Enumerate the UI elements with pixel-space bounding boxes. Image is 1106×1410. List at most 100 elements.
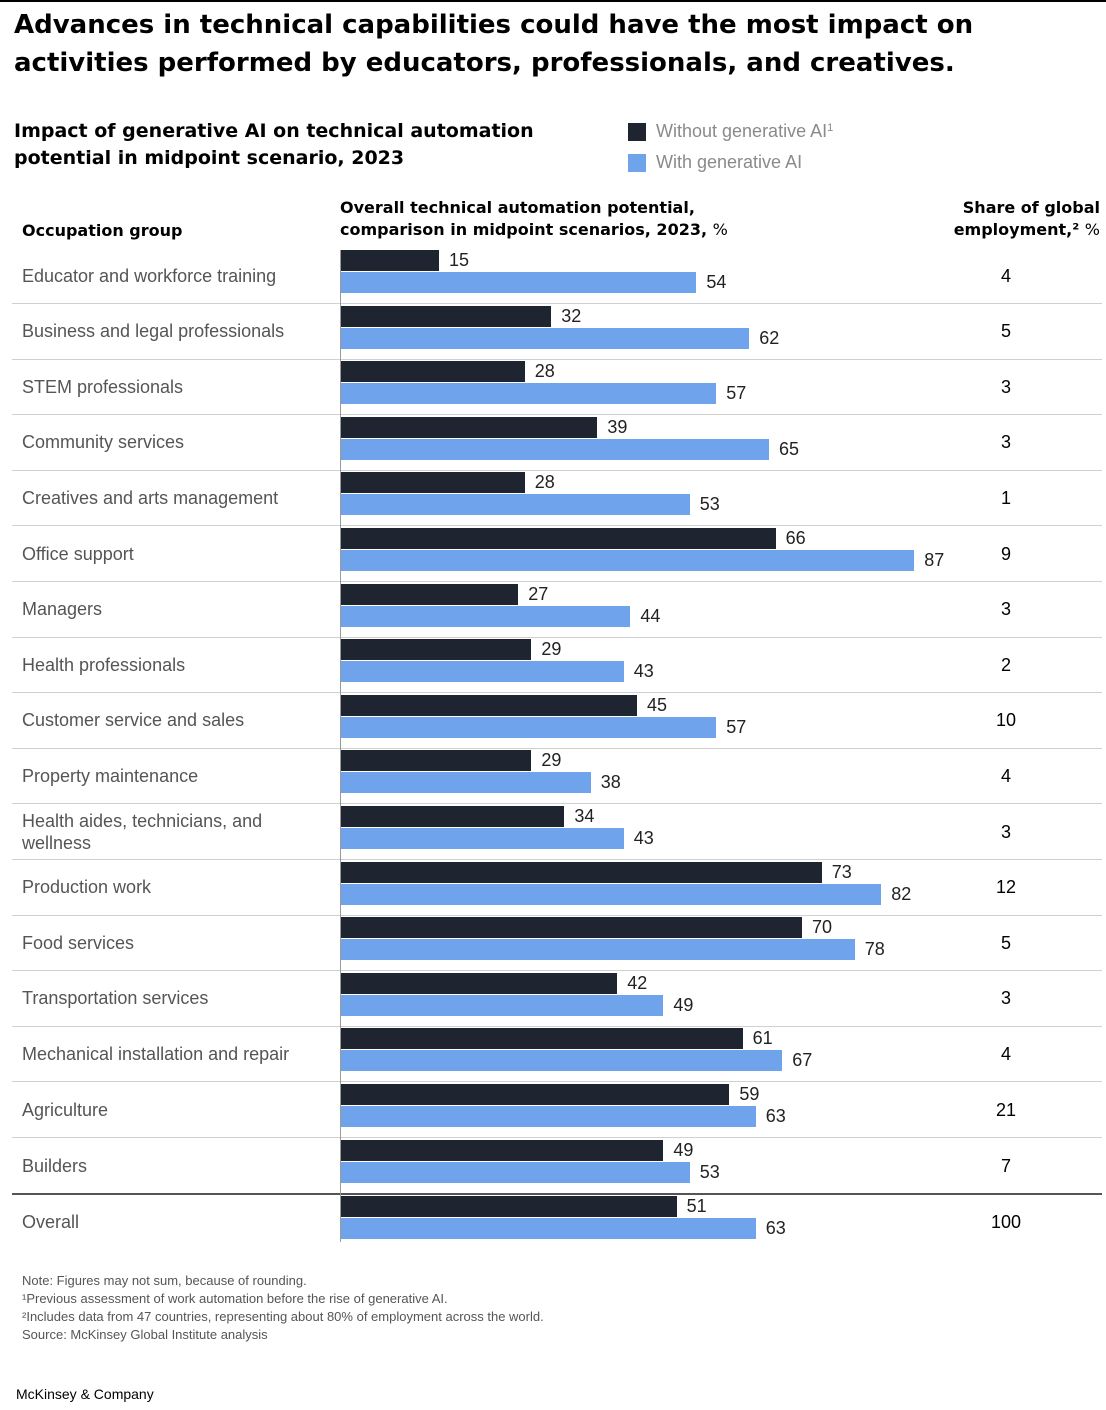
chart-row: Health professionals 29 43 2 <box>12 637 1102 694</box>
bar-without-generative-ai <box>340 528 776 549</box>
occupation-label: Educator and workforce training <box>22 265 277 286</box>
data-label-with: 57 <box>726 383 747 404</box>
share-of-employment-value: 5 <box>1000 932 1011 953</box>
chart-row: Builders 49 53 7 <box>12 1138 1102 1194</box>
data-label-without: 49 <box>673 1139 694 1160</box>
occupation-label: Community services <box>22 432 185 453</box>
bar-with-generative-ai <box>340 828 624 849</box>
share-of-employment-value: 4 <box>1000 765 1011 786</box>
chart-row: Managers 27 44 3 <box>12 582 1102 638</box>
chart-row: Office support 66 87 9 <box>12 526 1102 582</box>
bar-with-generative-ai <box>340 1218 756 1240</box>
legend-label-without: Without generative AI1 <box>656 121 834 141</box>
chart-row: Food services 70 78 5 <box>12 915 1102 972</box>
bar-without-generative-ai <box>340 583 519 605</box>
bar-with-generative-ai <box>340 939 855 961</box>
bar-with-generative-ai <box>340 1161 690 1183</box>
occupation-label: Office support <box>22 543 134 564</box>
legend-swatch-with <box>628 153 646 172</box>
data-label-with: 43 <box>633 661 654 682</box>
chart-row: Agriculture 59 63 21 <box>12 1082 1102 1138</box>
data-label-with: 63 <box>765 1218 786 1239</box>
bar-with-generative-ai <box>340 772 591 794</box>
legend-item-with: With generative AI <box>628 147 833 178</box>
footnote-2: ²Includes data from 47 countries, repres… <box>22 1309 544 1324</box>
footnote-source: Source: McKinsey Global Institute analys… <box>22 1327 268 1342</box>
share-of-employment-value: 4 <box>1000 265 1011 286</box>
bar-with-generative-ai <box>340 994 664 1016</box>
data-label-with: 49 <box>673 994 694 1015</box>
share-of-employment-value: 3 <box>1000 432 1011 453</box>
data-label-without: 28 <box>534 472 555 493</box>
axis-baseline <box>340 250 341 1242</box>
occupation-label: Managers <box>22 599 103 620</box>
data-label-with: 78 <box>864 939 885 960</box>
share-of-employment-value: 100 <box>990 1212 1022 1233</box>
share-of-employment-value: 3 <box>1000 821 1011 842</box>
data-label-with: 44 <box>640 605 661 626</box>
bar-without-generative-ai <box>340 806 565 827</box>
share-of-employment-value: 9 <box>1000 543 1011 564</box>
legend: Without generative AI1 With generative A… <box>628 116 833 178</box>
footnote-1: ¹Previous assessment of work automation … <box>22 1291 448 1306</box>
chart-row: Customer service and sales 45 57 10 <box>12 693 1102 749</box>
column-header-occupation: Occupation group <box>22 221 183 240</box>
legend-swatch-without <box>628 122 646 141</box>
occupation-label: Overall <box>22 1212 80 1233</box>
share-of-employment-value: 3 <box>1000 376 1011 397</box>
bar-without-generative-ai <box>340 250 439 271</box>
data-label-with: 53 <box>699 494 720 515</box>
data-label-without: 32 <box>561 305 582 326</box>
brand-logo-text: McKinsey & Company <box>16 1386 154 1402</box>
occupation-label: Customer service and sales <box>22 710 245 731</box>
bar-without-generative-ai <box>340 639 532 661</box>
occupation-label: STEM professionals <box>22 376 184 397</box>
data-label-without: 29 <box>541 639 562 660</box>
bar-with-generative-ai <box>340 605 631 627</box>
chart-row: Transportation services 42 49 3 <box>12 971 1102 1027</box>
occupation-label: Agriculture <box>22 1099 109 1120</box>
bar-with-generative-ai <box>340 1050 783 1072</box>
occupation-label: Builders <box>22 1155 88 1176</box>
data-label-without: 27 <box>528 583 549 604</box>
overall-divider <box>12 1193 1102 1195</box>
chart-row: Health aides, technicians, and wellness 3… <box>12 804 1102 860</box>
data-label-with: 38 <box>600 772 621 793</box>
bar-without-generative-ai <box>340 750 532 772</box>
data-label-with: 62 <box>759 327 780 348</box>
bar-without-generative-ai <box>340 416 598 438</box>
bar-without-generative-ai <box>340 1196 677 1218</box>
data-label-without: 51 <box>686 1196 707 1217</box>
occupation-label: Transportation services <box>22 988 209 1009</box>
data-label-with: 63 <box>765 1106 786 1126</box>
chart-row: Community services 39 65 3 <box>12 415 1102 471</box>
data-label-with: 54 <box>706 272 727 292</box>
data-label-without: 42 <box>627 972 648 993</box>
bar-with-generative-ai <box>340 438 769 460</box>
share-of-employment-value: 7 <box>1000 1155 1011 1176</box>
footnotes: Note: Figures may not sum, because of ro… <box>22 1272 544 1344</box>
occupation-label: Property maintenance <box>22 765 199 786</box>
chart-row: Production work 73 82 12 <box>12 860 1102 916</box>
share-of-employment-value: 10 <box>995 710 1017 731</box>
bar-with-generative-ai <box>340 1106 756 1127</box>
share-of-employment-value: 5 <box>1000 321 1011 342</box>
chart-row: Mechanical installation and repair 61 67 4 <box>12 1026 1102 1083</box>
occupation-label: Mechanical installation and repair <box>22 1043 290 1064</box>
bar-without-generative-ai <box>340 472 525 494</box>
data-label-with: 53 <box>699 1161 720 1182</box>
data-label-with: 67 <box>792 1050 813 1071</box>
share-of-employment-value: 21 <box>995 1099 1017 1120</box>
occupation-label: Business and legal professionals <box>22 321 285 342</box>
chart-row: Creatives and arts management 28 53 1 <box>12 470 1102 527</box>
occupation-label: Production work <box>22 877 152 898</box>
bar-without-generative-ai <box>340 1028 743 1050</box>
data-label-with: 65 <box>779 438 800 459</box>
data-label-with: 43 <box>633 828 654 848</box>
share-of-employment-value: 2 <box>1000 654 1011 675</box>
share-of-employment-value: 4 <box>1000 1043 1011 1064</box>
share-of-employment-value: 1 <box>1000 487 1011 508</box>
bar-without-generative-ai <box>340 361 525 383</box>
share-of-employment-value: 3 <box>1000 599 1011 620</box>
occupation-label: Food services <box>22 932 135 953</box>
